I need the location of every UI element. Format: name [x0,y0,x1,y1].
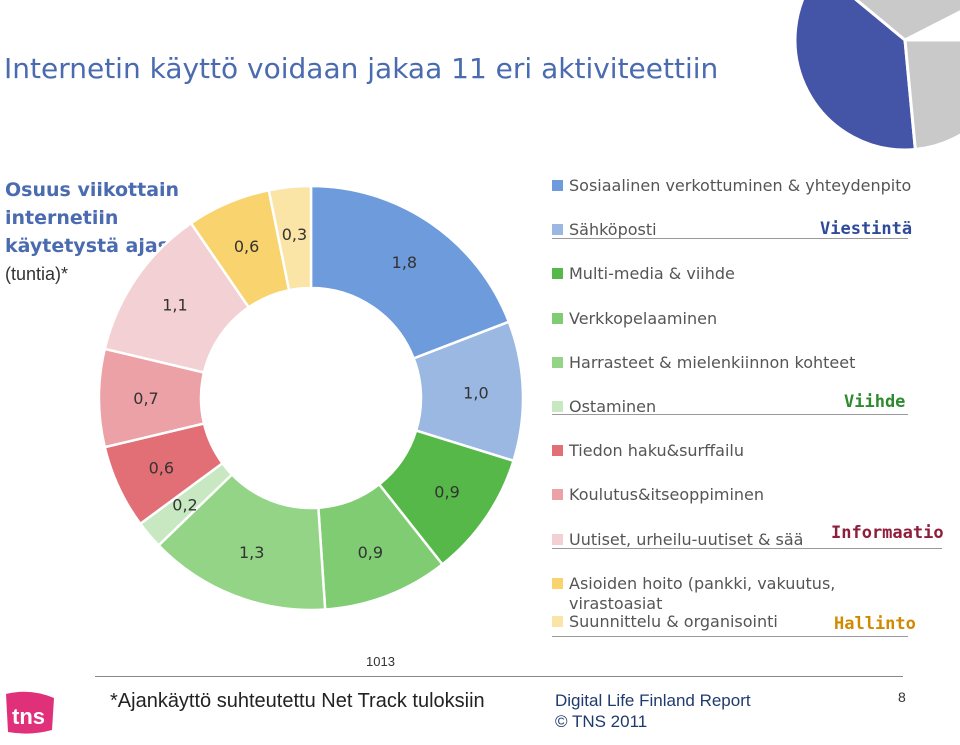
legend-swatch [552,356,563,368]
logo-text: tns [12,704,45,729]
legend-swatch [552,180,563,191]
corner-pie-slice-gray-2 [903,38,960,152]
legend-swatch [552,224,563,236]
slice-value-label: 0,6 [149,458,174,477]
footnote: *Ajankäyttö suhteutettu Net Track tuloks… [110,690,485,712]
legend-swatch [552,577,563,589]
page-title: Internetin käyttö voidaan jakaa 11 eri a… [4,52,719,85]
legend-item: Suunnittelu & organisointi [552,612,778,632]
copyright: © TNS 2011 [555,712,648,731]
legend-item: Tiedon haku&surffailu [552,441,744,461]
corner-pie-slice-gray [854,0,960,42]
slice-value-label: 1,3 [239,543,264,562]
donut-slice [309,184,511,361]
slice-value-label: 0,9 [358,543,383,562]
legend-group-divider [552,548,942,549]
legend-label: Asioiden hoito (pankki, vakuutus, virast… [569,573,836,613]
legend-label: Suunnittelu & organisointi [569,611,778,631]
chart-title: Osuus viikottain internetiin käytetystä … [5,176,195,288]
tns-logo: tns [6,691,54,734]
slice-value-label: 0,2 [172,496,197,515]
legend-swatch [552,312,563,324]
legend-item: Verkkopelaaminen [552,309,717,329]
corner-pie-slice-blue [793,0,917,152]
legend-group-label: Viestintä [820,219,913,239]
slice-value-label: 0,3 [282,225,307,244]
donut-slice [156,472,327,612]
legend-item: Harrasteet & mielenkiinnon kohteet [552,353,855,373]
chart-title-text: Osuus viikottain internetiin käytetystä … [5,179,191,257]
page-number: 8 [898,689,906,705]
slide-code: 1013 [366,654,395,669]
legend-swatch [552,615,563,627]
slice-value-label: 0,6 [234,237,259,256]
slice-value-label: 0,9 [434,482,459,501]
report-title: Digital Life Finland Report [555,691,751,710]
legend-swatch [552,268,563,280]
slice-value-label: 1,1 [162,296,187,315]
legend-item: Koulutus&itseoppiminen [552,485,764,505]
legend-swatch [552,401,563,412]
legend-label: Tiedon haku&surffailu [569,441,744,461]
donut-chart: 1,8 1,0 0,9 0,9 1,3 0,2 0,6 0,7 1,1 0,6 0,3 [97,184,525,612]
legend-label: Sähköposti [569,220,657,240]
slice-value-label: 1,0 [463,383,488,402]
legend-item: Uutiset, urheilu-uutiset & sää [552,530,803,550]
legend-group-label: Informaatio [831,523,944,543]
legend-swatch [552,489,563,501]
donut-slice [267,184,313,292]
chart-unit: (tuntia)* [5,264,69,284]
legend-label: Multi-media & viihde [569,264,735,284]
legend-label: Harrasteet & mielenkiinnon kohteet [569,352,856,372]
legend-item: Asioiden hoito (pankki, vakuutus, virast… [552,574,859,614]
footer-divider [95,676,903,677]
legend-swatch [552,533,563,545]
legend-group-divider [552,238,908,239]
legend-label: Ostaminen [569,397,657,416]
legend-label: Uutiset, urheilu-uutiset & sää [569,529,804,549]
legend-group-label: Viihde [844,392,906,412]
legend-label: Koulutus&itseoppiminen [569,485,765,505]
legend-label: Sosiaalinen verkottuminen & yhteydenpito [569,176,912,195]
legend-item: Sosiaalinen verkottuminen & yhteydenpito [552,176,911,196]
legend-item: Sähköposti [552,220,657,240]
legend-item: Multi-media & viihde [552,264,735,284]
legend-group-divider [552,414,908,415]
report-credit: Digital Life Finland Report © TNS 2011 [555,690,751,732]
legend-item: Ostaminen [552,397,656,417]
slice-value-label: 1,8 [392,253,417,272]
slice-value-label: 0,7 [133,389,158,408]
legend-group-divider [552,636,908,637]
legend-swatch [552,445,563,457]
legend-label: Verkkopelaaminen [569,308,718,328]
legend-group-label: Hallinto [834,614,916,634]
